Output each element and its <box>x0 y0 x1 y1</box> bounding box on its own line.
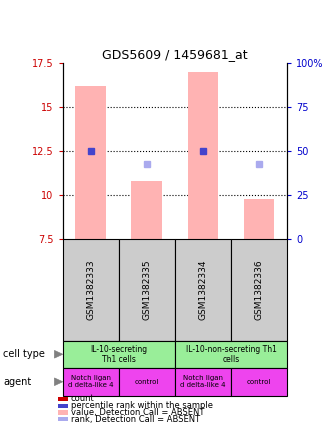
Text: GSM1382335: GSM1382335 <box>142 259 151 320</box>
Text: rank, Detection Call = ABSENT: rank, Detection Call = ABSENT <box>71 415 200 423</box>
Text: control: control <box>135 379 159 385</box>
Title: GDS5609 / 1459681_at: GDS5609 / 1459681_at <box>102 48 248 61</box>
Text: GSM1382336: GSM1382336 <box>254 259 264 320</box>
Bar <box>131 181 162 239</box>
Text: GSM1382334: GSM1382334 <box>198 259 208 320</box>
Bar <box>187 72 218 239</box>
Text: percentile rank within the sample: percentile rank within the sample <box>71 401 213 410</box>
Text: control: control <box>247 379 271 385</box>
Text: cell type: cell type <box>3 349 45 359</box>
Bar <box>244 199 275 239</box>
Bar <box>75 86 106 239</box>
Text: IL-10-secreting
Th1 cells: IL-10-secreting Th1 cells <box>90 345 148 364</box>
Text: Notch ligan
d delta-like 4: Notch ligan d delta-like 4 <box>180 375 226 388</box>
Text: value, Detection Call = ABSENT: value, Detection Call = ABSENT <box>71 408 204 417</box>
Text: agent: agent <box>3 377 32 387</box>
Text: GSM1382333: GSM1382333 <box>86 259 95 320</box>
Text: count: count <box>71 394 95 404</box>
Text: Notch ligan
d delta-like 4: Notch ligan d delta-like 4 <box>68 375 114 388</box>
Text: IL-10-non-secreting Th1
cells: IL-10-non-secreting Th1 cells <box>185 345 277 364</box>
